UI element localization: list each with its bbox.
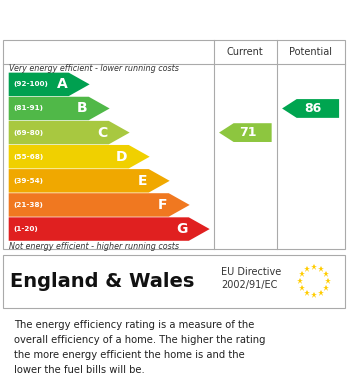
- Text: (21-38): (21-38): [13, 202, 43, 208]
- Text: 86: 86: [305, 102, 322, 115]
- Text: G: G: [176, 222, 188, 236]
- Polygon shape: [9, 97, 110, 120]
- Text: England & Wales: England & Wales: [10, 272, 195, 291]
- Text: Very energy efficient - lower running costs: Very energy efficient - lower running co…: [9, 64, 179, 73]
- Polygon shape: [9, 169, 170, 192]
- Polygon shape: [9, 145, 150, 169]
- Text: E: E: [138, 174, 148, 188]
- Text: (69-80): (69-80): [13, 129, 43, 136]
- Polygon shape: [282, 99, 339, 118]
- Polygon shape: [9, 193, 190, 217]
- Text: EU Directive
2002/91/EC: EU Directive 2002/91/EC: [221, 267, 281, 290]
- Text: (92-100): (92-100): [13, 81, 48, 87]
- Text: Potential: Potential: [289, 47, 332, 57]
- Polygon shape: [9, 73, 90, 96]
- Text: B: B: [77, 102, 88, 115]
- Text: (55-68): (55-68): [13, 154, 43, 160]
- Text: D: D: [116, 150, 128, 164]
- Text: Energy Efficiency Rating: Energy Efficiency Rating: [50, 9, 298, 28]
- Text: 71: 71: [239, 126, 256, 139]
- Text: (1-20): (1-20): [13, 226, 38, 232]
- Text: (39-54): (39-54): [13, 178, 43, 184]
- Polygon shape: [219, 123, 272, 142]
- Polygon shape: [9, 217, 210, 241]
- Text: The energy efficiency rating is a measure of the
overall efficiency of a home. T: The energy efficiency rating is a measur…: [14, 321, 266, 375]
- Text: Current: Current: [227, 47, 264, 57]
- Text: Not energy efficient - higher running costs: Not energy efficient - higher running co…: [9, 242, 179, 251]
- Text: (81-91): (81-91): [13, 106, 43, 111]
- Text: F: F: [158, 198, 168, 212]
- Polygon shape: [9, 121, 130, 144]
- Text: A: A: [57, 77, 68, 91]
- Text: C: C: [97, 126, 108, 140]
